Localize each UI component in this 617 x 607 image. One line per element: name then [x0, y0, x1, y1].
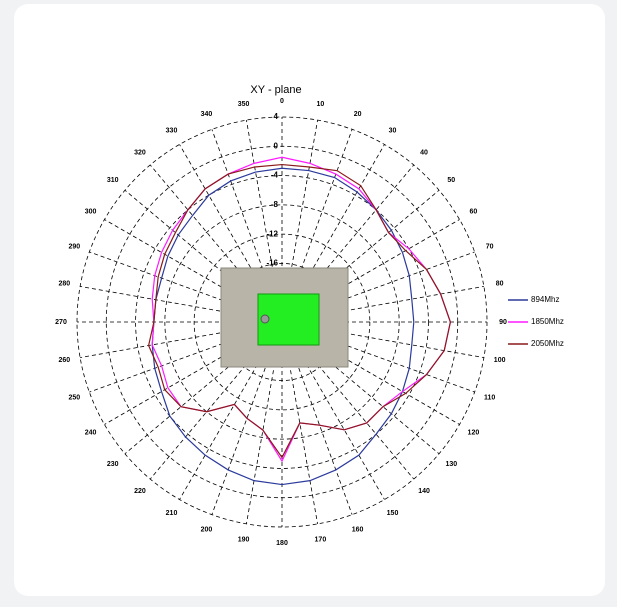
- angle-label: 150: [387, 510, 399, 517]
- r-tick-label: -4: [271, 171, 279, 180]
- spoke: [281, 321, 353, 515]
- angle-label: 220: [134, 488, 146, 495]
- r-tick-label: -8: [271, 200, 279, 209]
- spoke: [149, 164, 283, 323]
- spoke: [124, 321, 283, 455]
- angle-label: 300: [85, 208, 97, 215]
- angle-label: 70: [486, 243, 494, 250]
- spoke: [179, 321, 283, 500]
- series-line: [147, 163, 452, 459]
- angle-label: 90: [499, 319, 507, 326]
- spoke: [80, 286, 283, 323]
- angle-label: 60: [469, 208, 477, 215]
- angle-label: 20: [354, 111, 362, 118]
- r-tick-label: -12: [266, 229, 278, 238]
- spoke: [281, 219, 460, 323]
- spoke: [281, 164, 415, 323]
- angle-label: 50: [447, 177, 455, 184]
- spoke: [281, 321, 475, 393]
- angle-label: 250: [68, 394, 80, 401]
- legend-label: 894Mhz: [531, 295, 559, 304]
- angle-label: 350: [238, 101, 250, 108]
- spoke: [281, 129, 353, 323]
- angle-label: 0: [280, 98, 284, 105]
- series-line: [151, 167, 415, 486]
- angle-label: 10: [316, 101, 324, 108]
- spoke: [281, 189, 440, 323]
- angle-label: 140: [418, 488, 430, 495]
- spoke: [281, 321, 484, 358]
- spoke: [281, 321, 385, 500]
- angle-label: 280: [59, 280, 71, 287]
- spoke: [80, 321, 283, 358]
- spoke: [179, 144, 283, 323]
- angle-label: 30: [389, 127, 397, 134]
- angle-label: 330: [166, 127, 178, 134]
- spoke: [246, 321, 283, 524]
- series-line: [151, 156, 452, 463]
- angle-label: 40: [420, 150, 428, 157]
- angle-label: 120: [468, 429, 480, 436]
- spoke: [124, 189, 283, 323]
- angle-label: 80: [496, 280, 504, 287]
- spoke: [149, 321, 283, 480]
- spoke: [281, 251, 475, 323]
- spoke: [104, 321, 283, 425]
- r-tick-label: 0: [274, 141, 279, 150]
- grid-ring: [135, 175, 429, 469]
- spoke: [281, 120, 318, 323]
- r-tick-label: -16: [266, 259, 278, 268]
- angle-label: 320: [134, 150, 146, 157]
- angle-label: 100: [494, 357, 506, 364]
- chart-title: XY - plane: [250, 84, 301, 96]
- spoke: [104, 219, 283, 323]
- angle-label: 200: [201, 527, 213, 534]
- spoke: [281, 321, 318, 524]
- angle-label: 340: [201, 111, 213, 118]
- legend-label: 2050Mhz: [531, 339, 564, 348]
- angle-label: 190: [238, 536, 250, 543]
- grid-ring: [164, 204, 400, 440]
- spoke: [211, 321, 283, 515]
- legend-label: 1850Mhz: [531, 317, 564, 326]
- angle-label: 290: [68, 243, 80, 250]
- angle-label: 260: [59, 357, 71, 364]
- angle-label: 270: [55, 319, 67, 326]
- angle-label: 210: [166, 510, 178, 517]
- angle-label: 240: [85, 429, 97, 436]
- angle-label: 170: [315, 536, 327, 543]
- spoke: [281, 321, 440, 455]
- spoke: [211, 129, 283, 323]
- angle-label: 160: [352, 527, 364, 534]
- spoke: [281, 321, 460, 425]
- spoke: [281, 286, 484, 323]
- angle-label: 180: [276, 540, 288, 547]
- spoke: [89, 251, 283, 323]
- r-tick-label: 4: [274, 112, 279, 121]
- spoke: [281, 144, 385, 323]
- spoke: [246, 120, 283, 323]
- angle-label: 130: [445, 461, 457, 468]
- spoke: [281, 321, 415, 480]
- spoke: [89, 321, 283, 393]
- angle-label: 310: [107, 177, 119, 184]
- angle-label: 230: [107, 461, 119, 468]
- angle-label: 110: [484, 394, 495, 401]
- device-dot: [260, 314, 270, 324]
